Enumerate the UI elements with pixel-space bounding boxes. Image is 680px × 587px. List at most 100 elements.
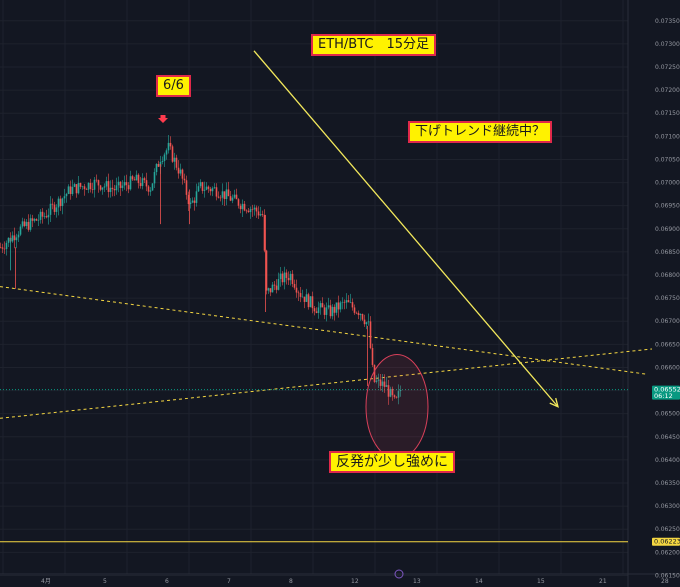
- candle: [179, 163, 182, 176]
- candle: [55, 204, 58, 218]
- y-tick-label: 0.06400: [655, 457, 680, 464]
- candle-body: [191, 200, 194, 203]
- candle: [219, 195, 222, 202]
- candle-body: [227, 189, 230, 197]
- current-price-tag-bg: [652, 385, 680, 400]
- candle: [143, 176, 146, 184]
- candle: [265, 249, 268, 295]
- candle: [271, 281, 274, 293]
- candle-body: [67, 186, 70, 194]
- candle-body: [247, 210, 250, 213]
- candle-body: [181, 169, 184, 179]
- candle: [113, 184, 116, 197]
- x-tick-label: 28: [661, 578, 669, 585]
- candle-body: [311, 296, 314, 309]
- candle: [103, 183, 106, 193]
- candle-body: [219, 197, 222, 199]
- candle: [149, 187, 152, 196]
- candle: [205, 182, 208, 191]
- candle: [161, 156, 164, 165]
- candle: [49, 196, 52, 223]
- candle-body: [69, 186, 72, 194]
- candle: [385, 376, 388, 387]
- candle: [233, 189, 236, 199]
- candle-body: [231, 197, 234, 201]
- candle-body: [33, 219, 36, 221]
- candle-body: [143, 178, 146, 181]
- candle-body: [95, 179, 98, 181]
- candle-body: [189, 202, 192, 205]
- candle-body: [245, 210, 248, 212]
- y-tick-label: 0.06800: [655, 272, 680, 279]
- candle: [259, 206, 262, 217]
- candle: [223, 191, 226, 207]
- candle: [263, 209, 266, 253]
- candle: [89, 178, 92, 193]
- candle-body: [83, 186, 86, 190]
- candle: [355, 311, 358, 315]
- candle-body: [39, 211, 42, 220]
- candle-body: [123, 182, 126, 186]
- candle: [65, 192, 68, 203]
- candle: [101, 187, 104, 195]
- candle-body: [111, 187, 114, 190]
- candle: [125, 174, 128, 192]
- candle: [139, 176, 142, 189]
- candle: [123, 175, 126, 190]
- candle: [133, 176, 136, 181]
- candle-body: [225, 189, 228, 200]
- candle: [397, 384, 400, 405]
- candle: [361, 313, 364, 321]
- candle-body: [381, 381, 384, 386]
- candle-body: [137, 174, 140, 184]
- candle: [381, 373, 384, 392]
- candle: [79, 182, 82, 190]
- candle: [25, 219, 28, 229]
- price-axis: 0.07350 0.07300 0.07250 0.07200 0.07150 0.071…: [652, 18, 680, 579]
- candle-body: [383, 381, 386, 387]
- candle-body: [349, 302, 352, 303]
- x-tick-label: 5: [103, 578, 107, 585]
- candle: [47, 208, 50, 225]
- candle: [257, 206, 260, 220]
- level-price-tag-value: 0.06223: [654, 538, 680, 546]
- candle: [5, 240, 8, 256]
- candle: [389, 386, 392, 398]
- candle-body: [71, 186, 74, 194]
- candle: [177, 160, 180, 179]
- candle-body: [269, 288, 272, 293]
- candle-body: [21, 221, 24, 227]
- y-tick-label: 0.07050: [655, 156, 680, 163]
- candle-body: [173, 157, 176, 162]
- candle: [215, 183, 218, 201]
- candle: [23, 218, 26, 228]
- candle-body: [393, 395, 396, 398]
- candle: [323, 304, 326, 320]
- candle-body: [157, 163, 160, 167]
- candle: [59, 195, 62, 211]
- candle-body: [209, 188, 212, 192]
- peak-date-label: 6/6: [156, 75, 191, 97]
- candle-body: [141, 178, 144, 187]
- y-tick-label: 0.06650: [655, 341, 680, 348]
- candle-body: [337, 302, 340, 310]
- candle: [15, 233, 18, 249]
- y-tick-label: 0.07250: [655, 64, 680, 71]
- candle-body: [273, 284, 276, 286]
- candle-body: [267, 288, 270, 291]
- candle-body: [283, 272, 286, 283]
- candle-body: [193, 200, 196, 203]
- candle: [35, 218, 38, 221]
- candle: [3, 241, 6, 254]
- candle: [57, 196, 60, 216]
- trend-question-label: 下げトレンド継続中？: [408, 121, 553, 143]
- time-axis: 4月 5 6 7 8 12 13 14 15 21 28: [41, 569, 669, 585]
- candle-body: [387, 385, 390, 397]
- rebound-note-label: 反発が少し強めに: [329, 451, 455, 473]
- candle: [345, 293, 348, 309]
- candle: [363, 314, 366, 327]
- y-tick-label: 0.06750: [655, 295, 680, 302]
- candle-body: [167, 142, 170, 151]
